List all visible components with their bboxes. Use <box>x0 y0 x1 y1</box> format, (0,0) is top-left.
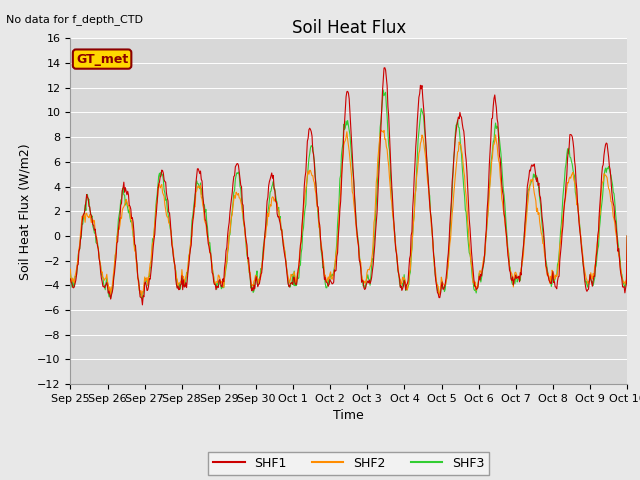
SHF3 <box>418 108 426 114</box>
SHF2 <box>221 276 228 282</box>
SHF1 <box>623 233 631 239</box>
SHF1 <box>77 237 84 243</box>
SHF1 <box>67 276 74 282</box>
SHF2 <box>191 204 199 210</box>
SHF2 <box>138 294 145 300</box>
SHF3 <box>67 270 74 276</box>
SHF1 <box>134 274 141 280</box>
SHF1 <box>435 291 442 297</box>
Title: Soil Heat Flux: Soil Heat Flux <box>292 19 406 37</box>
SHF3 <box>380 87 387 93</box>
SHF1 <box>221 265 228 271</box>
SHF1 <box>191 194 199 200</box>
Line: SHF1: SHF1 <box>70 68 627 305</box>
SHF3 <box>191 192 199 198</box>
SHF2 <box>67 266 74 272</box>
SHF3 <box>139 296 147 301</box>
Line: SHF2: SHF2 <box>70 130 627 297</box>
Text: GT_met: GT_met <box>76 53 128 66</box>
SHF2 <box>623 233 631 239</box>
SHF3 <box>435 288 442 293</box>
X-axis label: Time: Time <box>333 409 364 422</box>
SHF1 <box>139 302 147 308</box>
SHF3 <box>134 276 141 281</box>
Text: No data for f_depth_CTD: No data for f_depth_CTD <box>6 14 143 25</box>
Line: SHF3: SHF3 <box>70 90 627 299</box>
SHF2 <box>134 275 141 280</box>
SHF2 <box>77 231 84 237</box>
SHF2 <box>418 132 426 138</box>
Legend: SHF1, SHF2, SHF3: SHF1, SHF2, SHF3 <box>209 452 489 475</box>
SHF3 <box>221 275 228 281</box>
SHF1 <box>381 65 388 71</box>
Y-axis label: Soil Heat Flux (W/m2): Soil Heat Flux (W/m2) <box>19 143 31 279</box>
SHF3 <box>623 233 631 239</box>
SHF1 <box>418 83 426 88</box>
SHF2 <box>435 284 442 289</box>
SHF2 <box>377 127 385 133</box>
SHF3 <box>77 237 84 242</box>
